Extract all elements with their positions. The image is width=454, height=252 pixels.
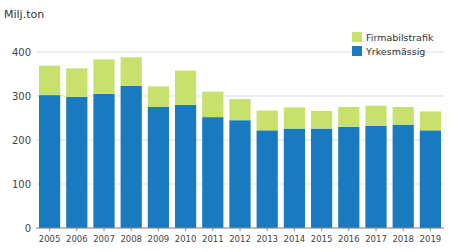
- bar-segment: [229, 120, 250, 228]
- legend-swatch: [352, 46, 362, 56]
- x-tick-label: 2011: [202, 234, 224, 244]
- x-tick-label: 2016: [338, 234, 360, 244]
- y-tick-label: 400: [12, 47, 31, 58]
- x-tick-label: 2018: [392, 234, 414, 244]
- x-tick: [267, 228, 268, 231]
- x-tick: [321, 228, 322, 231]
- x-tick-label: 2017: [365, 234, 387, 244]
- x-tick: [104, 228, 105, 231]
- bar-segment: [311, 111, 332, 129]
- y-tick-label: 100: [12, 179, 31, 190]
- x-tick-label: 2008: [120, 234, 142, 244]
- bar-segment: [202, 117, 223, 228]
- bar-segment: [420, 111, 441, 130]
- bar-segment: [393, 107, 414, 125]
- bars: [39, 57, 441, 228]
- bar-segment: [39, 95, 60, 228]
- x-tick: [131, 228, 132, 231]
- x-tick: [76, 228, 77, 231]
- chart: 0100200300400Milj.ton2005200620072008200…: [0, 0, 454, 252]
- x-tick-label: 2019: [420, 234, 442, 244]
- x-axis: 2005 2006 2007 2008 2009 2010 2011 2012 2013 2014…: [36, 228, 444, 244]
- bar-segment: [121, 57, 142, 86]
- bar-segment: [365, 126, 386, 228]
- legend-swatch: [352, 32, 362, 42]
- x-tick-label: 2012: [229, 234, 251, 244]
- legend-label: Firmabilstrafik: [366, 32, 434, 43]
- y-tick-label: 300: [12, 91, 31, 102]
- bar-segment: [93, 59, 114, 93]
- bar-segment: [311, 129, 332, 228]
- bar-segment: [284, 129, 305, 228]
- y-tick-label: 200: [12, 135, 31, 146]
- bar-segment: [365, 106, 386, 126]
- x-tick: [294, 228, 295, 231]
- x-tick: [49, 228, 50, 231]
- bar-segment: [66, 97, 87, 228]
- bar-segment: [202, 92, 223, 118]
- bar-segment: [39, 66, 60, 95]
- x-tick-label: 2014: [284, 234, 306, 244]
- bar-segment: [338, 127, 359, 228]
- bar-segment: [338, 107, 359, 127]
- x-tick-label: 2006: [66, 234, 88, 244]
- x-tick: [403, 228, 404, 231]
- legend: Firmabilstrafik Yrkesmässig: [352, 32, 434, 57]
- bar-segment: [284, 107, 305, 128]
- y-axis-label: Milj.ton: [4, 8, 44, 21]
- x-tick: [430, 228, 431, 231]
- x-tick-label: 2013: [256, 234, 278, 244]
- y-tick-label: 0: [25, 223, 31, 234]
- x-tick: [376, 228, 377, 231]
- x-tick-label: 2015: [311, 234, 333, 244]
- bar-segment: [229, 99, 250, 120]
- legend-label: Yrkesmässig: [365, 46, 425, 57]
- bar-segment: [420, 130, 441, 228]
- x-tick-label: 2010: [175, 234, 197, 244]
- bar-segment: [121, 86, 142, 228]
- bar-segment: [175, 70, 196, 104]
- y-axis: 0 100 200 300 400: [12, 47, 444, 234]
- x-tick: [212, 228, 213, 231]
- bar-segment: [175, 105, 196, 228]
- x-tick-label: 2005: [39, 234, 61, 244]
- bar-segment: [66, 68, 87, 97]
- bar-segment: [257, 130, 278, 228]
- bar-segment: [393, 125, 414, 228]
- bar-segment: [93, 94, 114, 228]
- bar-segment: [148, 86, 169, 107]
- x-tick-label: 2009: [148, 234, 170, 244]
- bar-segment: [148, 107, 169, 228]
- x-tick: [185, 228, 186, 231]
- chart-container: 0100200300400Milj.ton2005200620072008200…: [0, 0, 454, 252]
- x-tick: [240, 228, 241, 231]
- x-tick: [348, 228, 349, 231]
- bar-segment: [257, 111, 278, 131]
- x-tick: [158, 228, 159, 231]
- x-tick-label: 2007: [93, 234, 115, 244]
